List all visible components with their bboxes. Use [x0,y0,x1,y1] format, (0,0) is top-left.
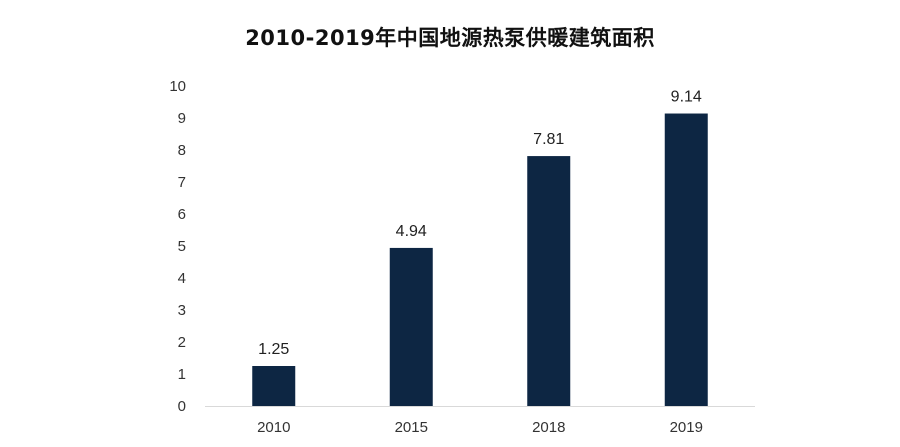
data-label-2010: 1.25 [258,341,289,358]
bar-2010 [252,366,296,406]
data-label-2018: 7.81 [533,131,564,148]
bar-2019 [664,113,708,407]
y-tick-label: 9 [178,110,186,127]
x-axis-ticks: 2010 2015 2018 2019 [257,419,703,436]
y-tick-label: 10 [169,78,186,95]
data-label-2019: 9.14 [671,89,702,106]
x-tick-label: 2018 [532,419,565,436]
y-tick-label: 1 [178,366,186,383]
y-axis-ticks: 0 1 2 3 4 5 6 7 8 9 10 [169,78,186,415]
y-tick-label: 4 [178,270,186,287]
y-tick-label: 0 [178,398,186,415]
bars-group [252,113,708,407]
x-tick-label: 2015 [395,419,428,436]
y-tick-label: 6 [178,206,186,223]
y-tick-label: 5 [178,238,186,255]
y-tick-label: 3 [178,302,186,319]
data-label-2015: 4.94 [396,223,427,240]
data-labels-group: 1.25 4.94 7.81 9.14 [258,89,702,358]
chart-title: 2010-2019年中国地源热泵供暖建筑面积 [245,26,655,50]
y-tick-label: 2 [178,334,186,351]
x-tick-label: 2010 [257,419,290,436]
bar-2015 [389,247,433,406]
x-tick-label: 2019 [670,419,703,436]
y-tick-label: 7 [178,174,186,191]
bar-2018 [527,156,571,406]
y-tick-label: 8 [178,142,186,159]
